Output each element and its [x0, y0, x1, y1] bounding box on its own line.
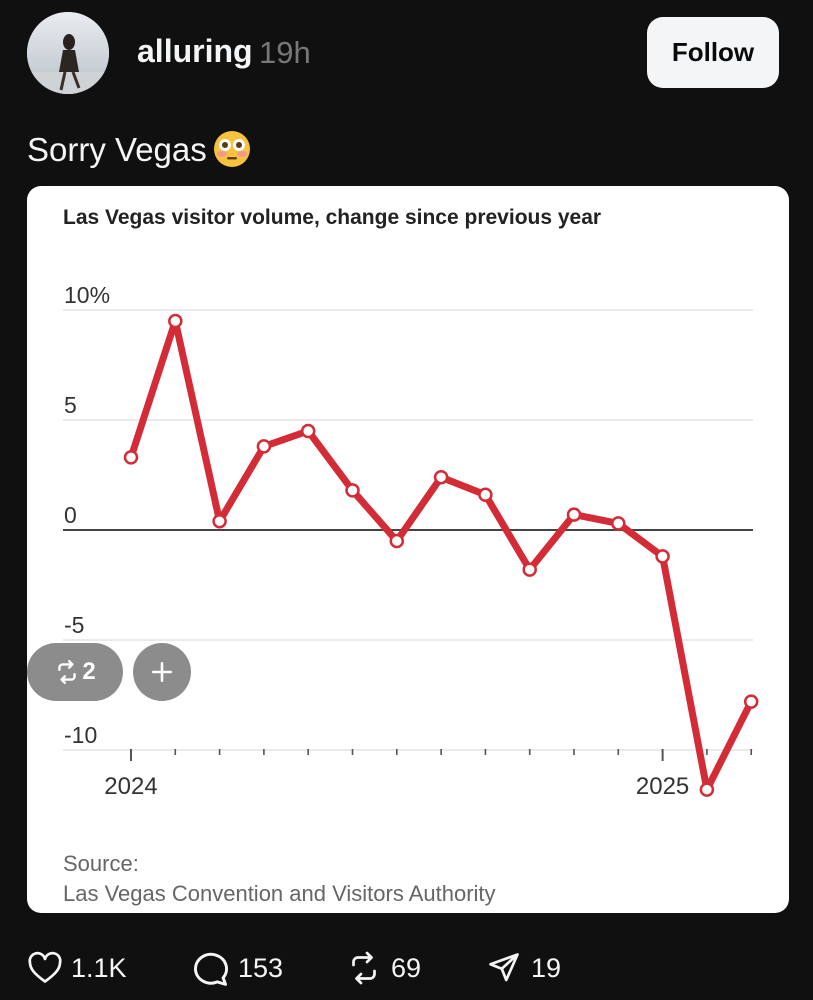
- source-label: Source:: [63, 851, 139, 876]
- data-point: [522, 562, 537, 577]
- y-tick-label: 5: [64, 392, 77, 418]
- data-point: [743, 694, 759, 709]
- data-point: [212, 513, 227, 529]
- follow-button[interactable]: Follow: [647, 17, 779, 88]
- repost-icon: [352, 951, 376, 985]
- reply-button[interactable]: 153: [190, 948, 283, 988]
- line-chart: 10% 5 0 -5 -10 2024 2025: [63, 282, 759, 800]
- like-button[interactable]: 1.1K: [27, 948, 127, 988]
- x-tick-label: 2024: [104, 773, 157, 800]
- send-icon: [489, 953, 519, 982]
- data-point: [345, 483, 360, 498]
- repost-icon: [58, 659, 77, 685]
- y-tick-label: 10%: [64, 282, 110, 308]
- y-tick-label: -5: [64, 612, 84, 638]
- chart-card[interactable]: Las Vegas visitor volume, change since p…: [27, 186, 789, 913]
- source-text: Las Vegas Convention and Visitors Author…: [63, 881, 496, 906]
- data-point: [168, 313, 183, 329]
- y-tick-label: 0: [64, 502, 77, 528]
- data-point: [478, 487, 493, 503]
- username[interactable]: alluring: [137, 33, 253, 69]
- share-count: 19: [531, 952, 562, 983]
- y-tick-label: -10: [64, 722, 97, 748]
- plus-icon: [152, 662, 172, 682]
- post-text: Sorry Vegas: [27, 130, 251, 176]
- repost-count: 69: [391, 952, 422, 983]
- repost-button[interactable]: 69: [345, 948, 421, 988]
- data-point: [566, 507, 582, 522]
- data-point: [389, 533, 405, 549]
- data-point: [611, 516, 626, 531]
- post-time: 19h: [259, 35, 311, 70]
- flushed-face-icon: [213, 130, 251, 176]
- media-repost-count: 2: [82, 658, 96, 685]
- data-point: [655, 549, 670, 564]
- data-point: [699, 782, 715, 797]
- data-point: [433, 469, 449, 485]
- chart-title: Las Vegas visitor volume, change since p…: [63, 206, 602, 229]
- like-count: 1.1K: [71, 952, 127, 983]
- avatar[interactable]: [27, 12, 109, 94]
- data-point: [256, 439, 272, 454]
- add-button[interactable]: [133, 643, 191, 701]
- post-text-content: Sorry Vegas: [27, 131, 207, 168]
- data-point: [300, 423, 316, 439]
- media-repost-button[interactable]: 2: [27, 643, 123, 701]
- share-button[interactable]: 19: [485, 948, 561, 988]
- comment-icon: [194, 952, 228, 986]
- heart-icon: [28, 951, 62, 983]
- reply-count: 153: [238, 952, 284, 983]
- data-point: [123, 450, 139, 465]
- x-tick-label: 2025: [636, 773, 689, 800]
